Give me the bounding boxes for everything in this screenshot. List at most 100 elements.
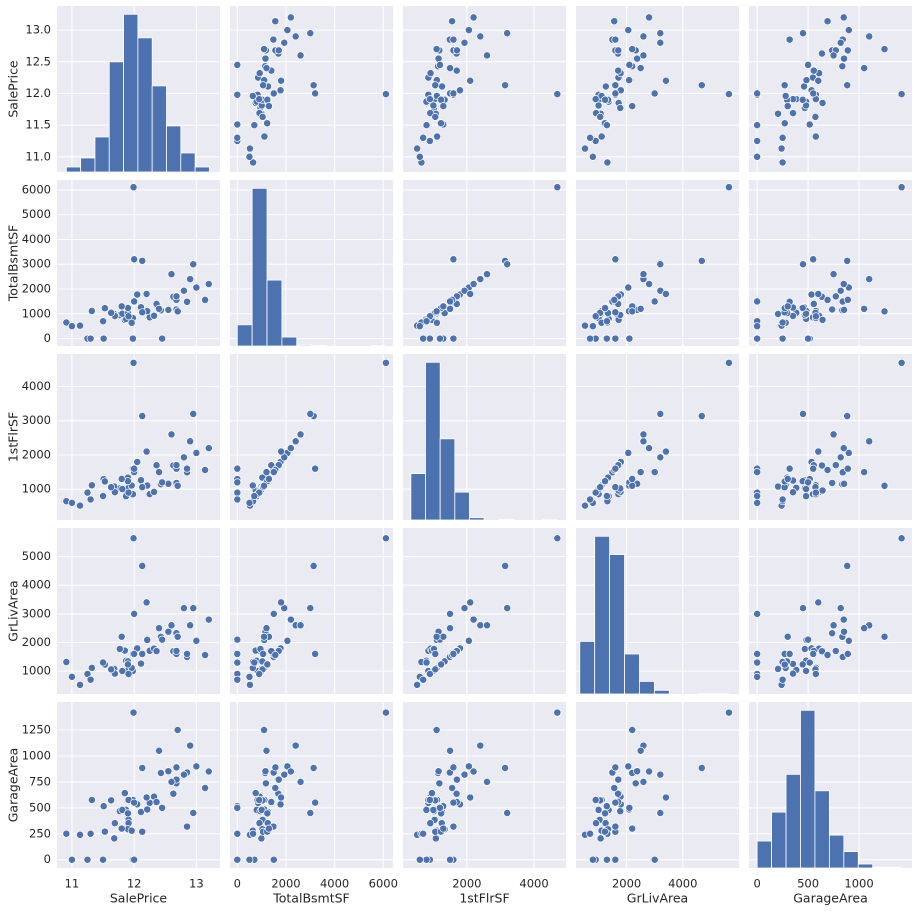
scatter-point	[881, 45, 888, 52]
y-tick-label: 2000	[22, 447, 51, 461]
scatter-point	[786, 465, 793, 472]
scatter-point	[881, 633, 888, 640]
scatter-point	[824, 466, 831, 473]
scatter-point	[470, 14, 477, 21]
x-tick-label: 6000	[369, 877, 398, 891]
scatter-point	[438, 83, 445, 90]
scatter-point	[292, 742, 299, 749]
histogram-bar	[195, 167, 209, 172]
scatter-point	[774, 110, 781, 117]
histogram-bar	[800, 710, 814, 868]
y-tick-label: 4000	[22, 379, 51, 393]
scatter-point	[802, 485, 809, 492]
scatter-point	[234, 465, 241, 472]
scatter-point	[804, 61, 811, 68]
scatter-point	[446, 298, 453, 305]
histogram-bar	[252, 188, 267, 346]
scatter-point	[612, 90, 619, 97]
y-tick-label: 1000	[22, 664, 51, 678]
scatter-point	[155, 747, 162, 754]
scatter-point	[131, 610, 138, 617]
scatter-point	[837, 39, 844, 46]
scatter-point	[139, 650, 146, 657]
scatter-point	[259, 650, 266, 657]
scatter-point	[629, 726, 636, 733]
scatter-point	[612, 36, 619, 43]
scatter-point	[554, 535, 561, 542]
scatter-point	[774, 665, 781, 672]
scatter-point	[205, 616, 212, 623]
scatter-point	[611, 18, 618, 25]
scatter-point	[810, 256, 817, 263]
scatter-point	[629, 45, 636, 52]
histogram-bar	[440, 439, 455, 520]
scatter-point	[159, 636, 166, 643]
scatter-point	[436, 61, 443, 68]
scatter-point	[815, 448, 822, 455]
scatter-point	[423, 122, 430, 129]
histogram-bar	[610, 555, 625, 694]
histogram-bar	[124, 14, 138, 172]
scatter-point	[483, 271, 490, 278]
y-tick-label: 1250	[22, 723, 51, 737]
scatter-point	[87, 676, 94, 683]
scatter-point	[657, 809, 664, 816]
scatter-point	[861, 468, 868, 475]
scatter-point	[898, 535, 905, 542]
y-tick-label: 0	[44, 331, 51, 345]
scatter-point	[801, 645, 808, 652]
scatter-point	[246, 673, 253, 680]
scatter-point	[645, 14, 652, 21]
scatter-point	[139, 484, 146, 491]
scatter-point	[440, 825, 447, 832]
scatter-point	[774, 483, 781, 490]
scatter-point	[427, 820, 434, 827]
scatter-point	[270, 36, 277, 43]
scatter-point	[812, 670, 819, 677]
scatter-point	[118, 475, 125, 482]
scatter-point	[433, 133, 440, 140]
scatter-point	[799, 410, 806, 417]
scatter-point	[802, 493, 809, 500]
scatter-point	[420, 676, 427, 683]
scatter-point	[382, 359, 389, 366]
scatter-point	[779, 335, 786, 342]
scatter-point	[277, 448, 284, 455]
scatter-point	[281, 39, 288, 46]
scatter-point	[461, 605, 468, 612]
histogram-bar	[887, 867, 901, 868]
scatter-point	[433, 726, 440, 733]
scatter-point	[263, 64, 270, 71]
scatter-point	[477, 276, 484, 283]
scatter-point	[234, 676, 241, 683]
scatter-point	[87, 335, 94, 342]
scatter-point	[840, 55, 847, 62]
y-tick-label: 12.5	[25, 54, 51, 68]
plot-background	[749, 6, 912, 172]
scatter-point	[603, 803, 610, 810]
scatter-point	[130, 359, 137, 366]
scatter-point	[144, 636, 151, 643]
scatter-point	[754, 90, 761, 97]
scatter-point	[310, 82, 317, 89]
scatter-point	[234, 121, 241, 128]
scatter-point	[180, 771, 187, 778]
scatter-point	[601, 96, 608, 103]
scatter-point	[205, 768, 212, 775]
scatter-point	[612, 465, 619, 472]
scatter-point	[446, 625, 453, 632]
scatter-point	[143, 448, 150, 455]
y-tick-label: 2000	[22, 282, 51, 296]
scatter-point	[592, 313, 599, 320]
scatter-point	[68, 856, 75, 863]
scatter-point	[101, 828, 108, 835]
scatter-point	[430, 806, 437, 813]
scatter-point	[234, 489, 241, 496]
x-tick-label: 12	[127, 877, 142, 891]
x-tick-label: 4000	[519, 877, 548, 891]
scatter-point	[435, 55, 442, 62]
scatter-point	[272, 651, 279, 658]
scatter-point	[68, 673, 75, 680]
scatter-point	[234, 134, 241, 141]
scatter-point	[131, 298, 138, 305]
